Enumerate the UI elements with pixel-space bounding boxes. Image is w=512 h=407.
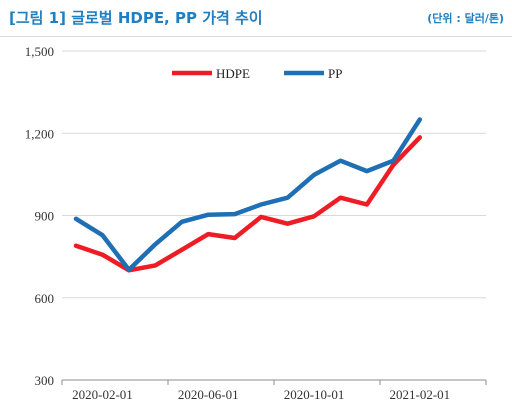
data-point-pp [391,159,395,163]
data-point-pp [74,217,78,221]
data-point-hdpe [391,163,395,167]
grid-lines [62,50,486,299]
y-tick-label: 900 [35,209,55,224]
data-point-hdpe [339,196,342,200]
data-point-hdpe [365,203,369,207]
data-point-hdpe [233,236,237,240]
y-tick-label: 1,200 [25,126,54,141]
data-point-pp [127,268,131,272]
data-point-pp [233,212,237,216]
data-point-pp [259,203,263,207]
data-point-hdpe [100,253,104,257]
data-point-pp [153,242,157,246]
legend-label-pp: PP [328,66,342,81]
y-tick-label: 1,500 [25,44,54,59]
x-tick-label: 2020-10-01 [284,387,345,402]
data-point-pp [286,196,290,200]
x-tick-label: 2020-02-01 [72,387,133,402]
x-tick-label: 2021-02-01 [390,387,451,402]
chart-title: [그림 1] 글로벌 HDPE, PP 가격 추이 [9,9,263,27]
data-point-hdpe [153,263,157,267]
data-point-pp [206,213,210,217]
data-point-pp [418,118,422,122]
data-point-hdpe [259,215,263,219]
data-point-pp [312,173,316,177]
y-tick-label: 600 [35,291,55,306]
data-point-pp [339,159,342,163]
data-point-pp [100,233,104,237]
data-point-hdpe [312,214,316,218]
data-point-pp [365,169,369,173]
unit-label: (단위 : 달러/톤) [427,12,504,25]
data-point-hdpe [206,232,210,236]
data-point-pp [180,220,184,224]
x-axis: 2020-02-01 2020-06-01 2020-10-01 2021-02-01 [61,379,487,402]
data-point-hdpe [180,248,184,252]
x-tick-label: 2020-06-01 [178,387,239,402]
series-lines [73,117,423,273]
data-point-hdpe [286,222,290,226]
y-axis-ticks: 300 600 900 1,200 1,500 [25,44,54,388]
legend: HDPE PP [172,66,342,81]
data-point-hdpe [418,135,422,139]
legend-label-hdpe: HDPE [216,66,250,81]
y-tick-label: 300 [35,373,55,388]
data-point-hdpe [74,244,78,248]
series-line-hdpe [73,135,423,273]
chart-header: [그림 1] 글로벌 HDPE, PP 가격 추이 (단위 : 달러/톤) [0,0,512,37]
series-line-pp [73,117,423,273]
